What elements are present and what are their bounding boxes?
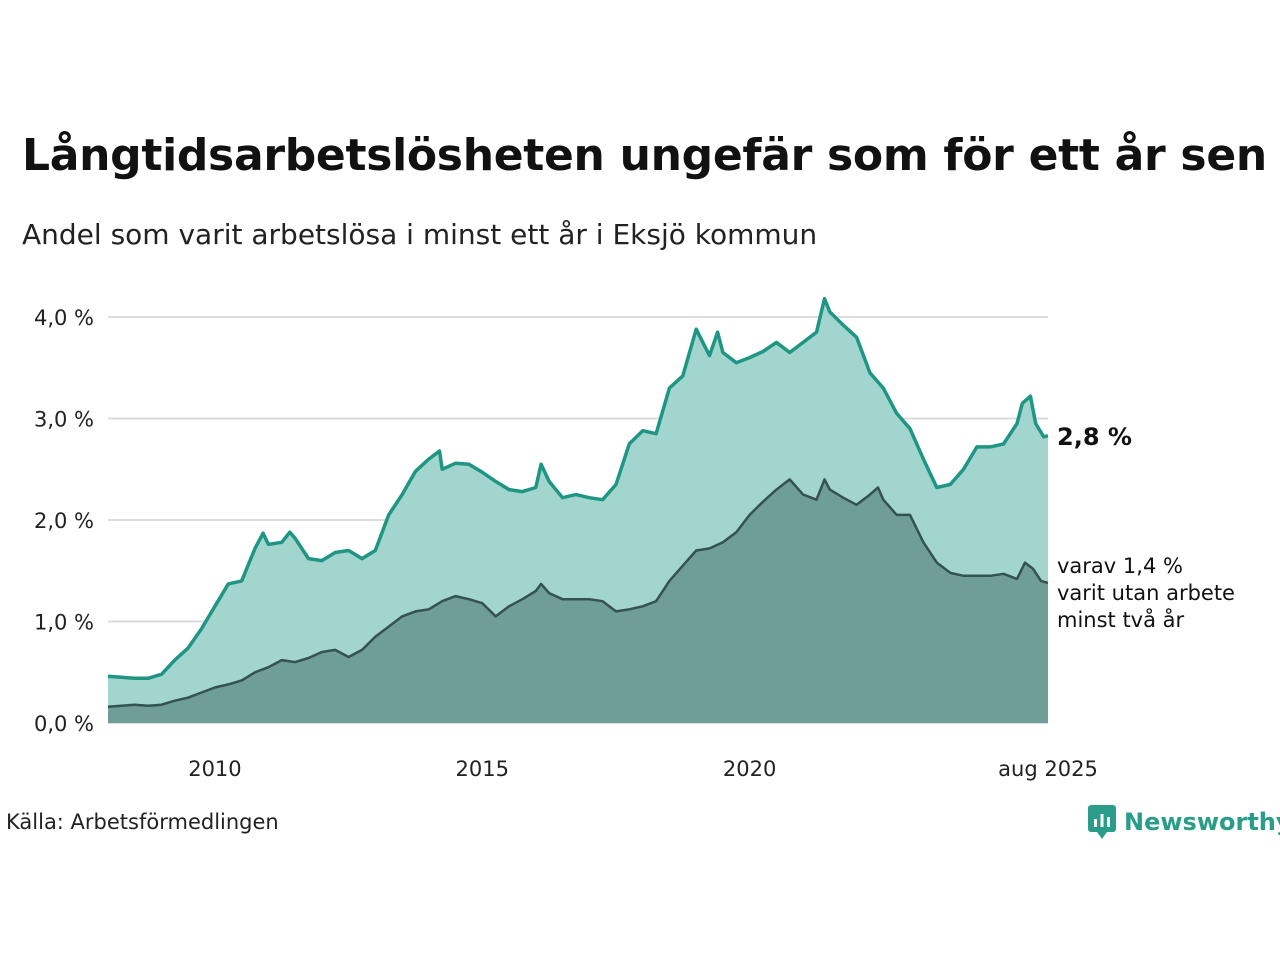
y-tick-label: 1,0 %	[34, 611, 94, 635]
x-tick-label: 2010	[188, 757, 241, 781]
source-text: Källa: Arbetsförmedlingen	[6, 810, 279, 834]
y-tick-label: 0,0 %	[34, 712, 94, 736]
x-tick-label: aug 2025	[998, 757, 1098, 781]
y-tick-label: 3,0 %	[34, 408, 94, 432]
total-end-label: 2,8 %	[1057, 423, 1132, 451]
sub-line	[107, 478, 1049, 709]
sub-end-label-line: varit utan arbete	[1057, 581, 1235, 605]
chart-title: Långtidsarbetslösheten ungefär som för e…	[22, 130, 1267, 181]
x-axis: 2010 2015 2020 aug 2025	[188, 757, 1098, 781]
sub-end-label-line: varav 1,4 %	[1057, 554, 1183, 578]
y-axis: 0,0 % 1,0 % 2,0 % 3,0 % 4,0 %	[34, 306, 94, 736]
x-tick-label: 2020	[723, 757, 776, 781]
total-line	[107, 296, 1049, 681]
y-tick-label: 2,0 %	[34, 509, 94, 533]
x-tick-label: 2015	[456, 757, 509, 781]
y-tick-label: 4,0 %	[34, 306, 94, 330]
sub-area	[108, 479, 1048, 723]
sub-end-label-line: minst två år	[1057, 607, 1185, 632]
brand-name: Newsworthy	[1124, 808, 1280, 836]
chart-subtitle: Andel som varit arbetslösa i minst ett å…	[22, 218, 818, 251]
newsworthy-logo[interactable]: Newsworthy	[1088, 804, 1280, 840]
newsworthy-icon	[1088, 805, 1116, 839]
